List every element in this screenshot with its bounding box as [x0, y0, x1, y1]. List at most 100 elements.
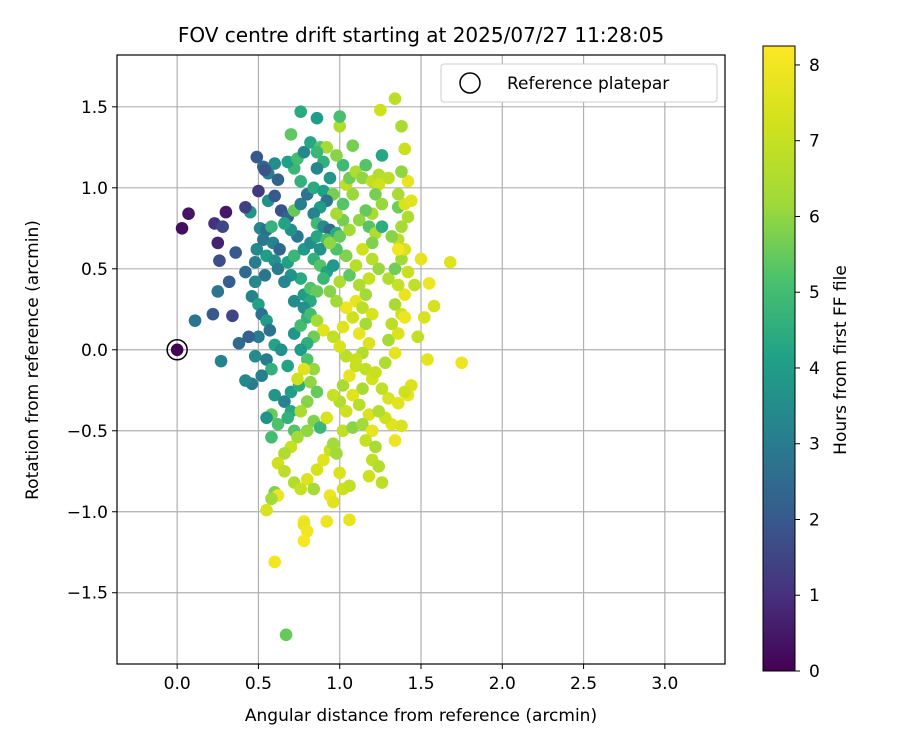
data-point [388, 92, 402, 106]
data-point [398, 142, 412, 156]
colorbar: 0 1 2 3 4 5 6 7 8 Hours from first FF file [762, 45, 851, 682]
data-point [388, 346, 402, 360]
data-point [346, 311, 360, 324]
data-point [239, 374, 252, 387]
data-point [281, 155, 294, 169]
data-point [255, 369, 268, 382]
data-point [343, 369, 356, 382]
data-point [388, 262, 402, 276]
data-point [320, 141, 334, 154]
data-point [294, 272, 308, 285]
legend-box [440, 63, 718, 103]
data-point [395, 119, 408, 133]
data-point [336, 320, 350, 334]
data-point [336, 197, 350, 211]
data-point [356, 301, 369, 314]
data-point [294, 105, 308, 118]
data-point [352, 327, 366, 340]
data-point [294, 343, 308, 357]
data-point [310, 314, 324, 327]
data-point [391, 396, 405, 410]
data-point [287, 294, 301, 308]
data-point [300, 524, 314, 538]
y-tick-label: −1.5 [67, 584, 108, 604]
data-point [362, 469, 376, 483]
data-point [250, 243, 264, 256]
x-tick-label: 3.0 [651, 674, 678, 694]
data-point [362, 408, 376, 421]
data-point [401, 175, 415, 188]
data-point [339, 249, 353, 263]
data-point [310, 463, 324, 476]
data-point [375, 382, 389, 395]
data-point [219, 205, 233, 219]
data-point [317, 272, 330, 285]
data-point [359, 288, 373, 302]
data-point [352, 278, 366, 292]
data-point [284, 128, 298, 141]
data-point [356, 382, 369, 395]
data-point [232, 337, 246, 350]
data-point [291, 430, 304, 444]
data-point [336, 379, 350, 392]
data-point [343, 268, 356, 282]
y-tick-label: 0.5 [81, 260, 108, 280]
y-tick-label: 0.0 [81, 341, 108, 361]
data-point [317, 453, 330, 467]
data-point [398, 385, 412, 399]
data-point [443, 256, 457, 269]
data-point [401, 210, 415, 224]
y-tick-label: 1.0 [81, 179, 108, 199]
data-point [294, 175, 308, 188]
data-point [268, 555, 281, 569]
data-point [356, 243, 369, 256]
data-point [229, 246, 242, 259]
data-point [326, 437, 340, 451]
data-point [362, 272, 376, 285]
data-point [372, 460, 386, 473]
data-point [356, 171, 369, 185]
data-point [339, 349, 353, 363]
data-point [375, 476, 389, 489]
x-tick-label: 1.0 [326, 674, 353, 694]
data-point [317, 324, 330, 337]
colorbar-tick-label: 2 [809, 510, 820, 530]
data-point [333, 340, 347, 353]
data-point [281, 359, 294, 373]
data-point [188, 314, 202, 327]
data-point [417, 311, 431, 324]
data-point [278, 395, 291, 408]
data-point [213, 254, 226, 267]
data-point [359, 317, 373, 331]
colorbar-tick-label: 3 [809, 435, 820, 455]
data-point [271, 417, 285, 431]
data-point [343, 513, 356, 527]
data-point [398, 288, 412, 302]
data-point [206, 307, 220, 321]
data-point [279, 628, 293, 642]
legend: Reference platepar [440, 63, 718, 103]
data-point [365, 236, 379, 250]
data-point [307, 362, 321, 376]
data-point [258, 163, 272, 177]
data-point [359, 434, 373, 447]
data-point [320, 411, 334, 425]
y-axis-label: Rotation from reference (arcmin) [23, 220, 43, 500]
data-point [294, 482, 308, 496]
data-point [300, 395, 314, 408]
data-point [330, 294, 343, 308]
colorbar-gradient [762, 45, 796, 672]
data-point [323, 285, 337, 298]
data-point [294, 405, 308, 418]
data-point [265, 492, 278, 506]
data-point [307, 181, 321, 195]
data-point [268, 388, 281, 402]
data-point [260, 411, 273, 425]
data-point [369, 366, 382, 379]
data-point [263, 324, 277, 337]
colorbar-tick-label: 6 [809, 207, 820, 227]
data-point [339, 405, 353, 418]
data-point [265, 430, 278, 444]
data-point [226, 309, 239, 323]
data-point [369, 187, 382, 201]
